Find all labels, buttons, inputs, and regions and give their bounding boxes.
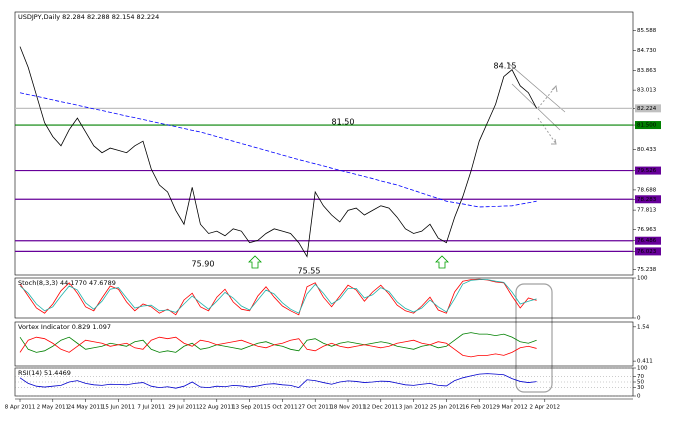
projection-arrow: [537, 117, 557, 145]
y-tick-label: 75.238: [637, 267, 657, 273]
panel-title: RSI(14) 51.4469: [18, 369, 71, 377]
annotation: 84.15: [494, 62, 517, 71]
y-tick-label: 70: [637, 374, 644, 380]
y-tick-label: 77.813: [637, 208, 657, 214]
panel-frame: [14, 277, 634, 319]
y-tick-label: 76.023: [637, 249, 657, 255]
x-tick-label: 5 Oct 2011: [267, 405, 298, 411]
x-tick-label: 7 Jul 2011: [137, 405, 165, 411]
channel-line: [506, 61, 566, 113]
level-label-box: [635, 121, 661, 130]
projection-arrow-head: [551, 84, 558, 93]
y-tick-label: 78.283: [637, 197, 657, 203]
level-label-box: [635, 236, 661, 245]
up-arrow: [248, 255, 262, 269]
y-tick-label: 0.411: [637, 359, 653, 365]
y-tick-label: 83.863: [637, 68, 657, 74]
y-tick-label: 76.486: [637, 238, 657, 244]
panel-frame: [14, 321, 634, 367]
y-tick-label: 1.54: [637, 324, 650, 330]
panel-title: USDJPY,Daily 82.284 82.288 82.154 82.224: [18, 13, 159, 21]
panel-title: Vortex Indicator 0.829 1.097: [18, 323, 111, 331]
y-tick-label: 85.588: [637, 28, 657, 34]
level-label-box: [635, 104, 661, 113]
x-tick-label: 2 May 2011: [37, 405, 69, 411]
series-line: [19, 373, 537, 389]
level-label-box: [635, 195, 661, 204]
x-tick-label: 3 Jan 2012: [399, 405, 428, 411]
x-tick-label: 12 Dec 2011: [363, 405, 398, 411]
annotation: 81.50: [332, 118, 355, 127]
y-tick-label: 83.013: [637, 88, 657, 94]
x-tick-label: 27 Oct 2011: [298, 405, 332, 411]
y-tick-label: 100: [637, 366, 648, 372]
y-tick-label: 50: [637, 380, 644, 386]
y-tick-label: 30: [637, 385, 644, 391]
series-line: [19, 278, 537, 316]
x-tick-label: 22 Aug 2011: [199, 405, 234, 411]
x-tick-label: 9 Mar 2012: [496, 405, 527, 411]
y-tick-label: 79.526: [637, 168, 657, 174]
x-tick-label: 24 May 2011: [68, 405, 104, 411]
x-tick-label: 13 Sep 2011: [232, 405, 267, 411]
y-tick-label: 84.730: [637, 48, 657, 54]
series-line: [19, 279, 537, 314]
series-line: [19, 46, 537, 258]
panel-title: Stoch(8,3,3) 44.1770 47.6789: [18, 279, 116, 287]
x-tick-label: 16 Feb 2012: [462, 405, 496, 411]
y-tick-label: 78.688: [637, 187, 657, 193]
y-tick-label: 80.433: [637, 147, 657, 153]
x-tick-label: 2 Apr 2012: [530, 405, 561, 411]
level-label-box: [635, 247, 661, 256]
x-tick-label: 18 Nov 2011: [330, 405, 365, 411]
y-tick-label: 0: [637, 394, 641, 400]
up-arrow: [435, 255, 449, 269]
y-tick-label: 100: [637, 276, 648, 282]
y-tick-label: 76.963: [637, 227, 657, 233]
projection-arrow-head: [551, 138, 557, 145]
series-line: [19, 92, 537, 208]
panel-frame: [14, 11, 634, 276]
highlight-box: [515, 283, 553, 393]
x-tick-label: 29 Jul 2011: [168, 405, 199, 411]
y-tick-label: 82.224: [637, 106, 657, 112]
annotation: 75.90: [192, 260, 215, 269]
y-tick-label: 0: [637, 316, 641, 322]
annotation: 75.55: [298, 267, 321, 276]
x-tick-label: 15 Jun 2011: [102, 405, 135, 411]
level-label-box: [635, 166, 661, 175]
x-tick-label: 25 Jan 2012: [430, 405, 463, 411]
y-tick-label: 81.500: [637, 123, 657, 129]
x-tick-label: 8 Apr 2011: [5, 405, 36, 411]
series-line: [19, 336, 537, 358]
